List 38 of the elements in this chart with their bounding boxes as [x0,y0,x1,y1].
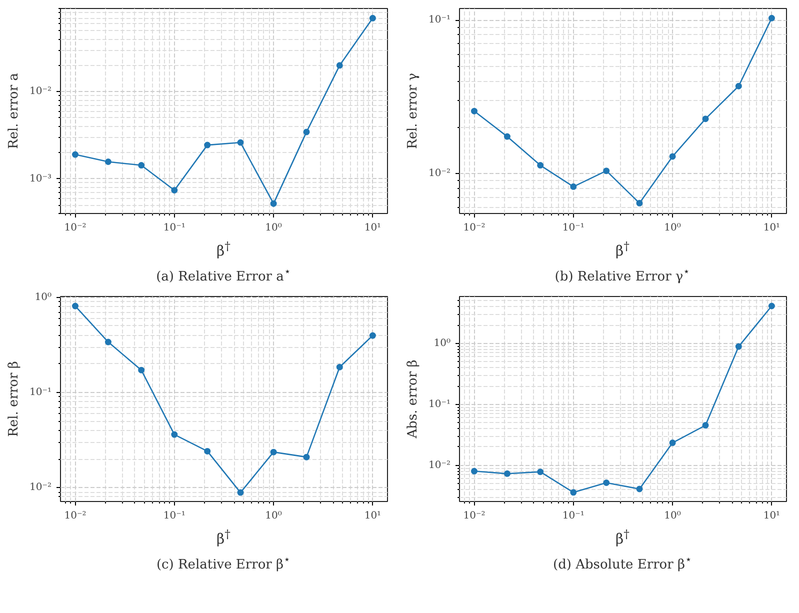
x-tick-label: 10⁻¹ [562,222,584,234]
y-axis-title: Rel. error β [6,361,22,437]
y-tick-label: 10⁻² [428,168,451,179]
y-tick-label: 10⁻³ [29,173,52,184]
x-tick-label: 10⁰ [265,510,282,522]
x-tick-label: 10⁻² [463,510,486,522]
y-axis-title: Rel. error γ [405,72,420,149]
x-tick-label: 10¹ [364,510,382,522]
y-tick-label: 10⁰ [34,292,52,303]
x-tick-label: 10⁻² [64,222,86,234]
text: (c) Relative Error β$^{⋆}$ [156,553,291,572]
text: (a) Relative Error a$^{⋆}$ [156,265,291,284]
x-tick-label: 10⁻¹ [163,222,186,234]
x-axis-title: β$^{†}$ [616,526,630,550]
x-tick-label: 10⁰ [664,222,681,234]
y-tick-label: 10⁻² [29,482,52,494]
y-axis-title: Rel. error a [6,72,22,149]
y-tick-label: 10⁰ [434,338,450,349]
text: (b) Relative Error γ$^{⋆}$ [554,265,690,284]
x-tick-label: 10¹ [763,222,780,234]
y-tick-label: 10⁻¹ [428,14,451,26]
x-tick-label: 10⁻² [64,510,86,522]
y-tick-label: 10⁻¹ [29,387,52,398]
text: (d) Absolute Error β$^{⋆}$ [553,553,692,572]
x-tick-label: 10¹ [763,510,780,522]
x-tick-label: 10⁻² [463,222,486,234]
x-tick-label: 10⁻¹ [163,510,186,522]
y-tick-label: 10⁻² [29,86,52,98]
x-tick-label: 10⁰ [664,510,681,522]
x-tick-label: 10⁰ [265,222,282,234]
x-tick-label: 10⁻¹ [562,510,584,522]
x-axis-title: β$^{†}$ [616,238,630,262]
x-axis-title: β$^{†}$ [216,238,230,262]
y-axis-title: Abs. error β [405,360,420,440]
x-axis-title: β$^{†}$ [216,526,230,550]
y-tick-label: 10⁻² [428,460,451,471]
y-tick-label: 10⁻¹ [428,398,451,410]
x-tick-label: 10¹ [364,222,382,234]
